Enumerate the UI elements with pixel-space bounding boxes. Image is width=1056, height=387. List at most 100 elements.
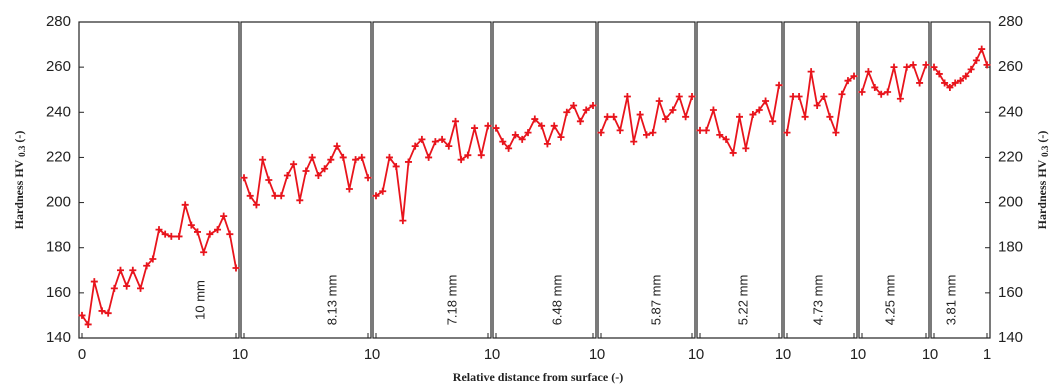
- data-marker: [345, 185, 353, 193]
- data-marker: [957, 77, 964, 85]
- data-marker: [314, 171, 322, 179]
- data-marker: [570, 102, 578, 110]
- data-marker: [438, 135, 446, 143]
- x-tick-label: 0: [240, 346, 248, 363]
- data-marker: [499, 138, 507, 146]
- data-marker: [524, 129, 532, 137]
- data-marker: [688, 92, 696, 100]
- data-marker: [333, 142, 341, 150]
- data-marker: [321, 165, 329, 173]
- x-tick-label: 1: [364, 346, 372, 363]
- x-tick-label: 0: [597, 346, 605, 363]
- data-marker: [110, 284, 118, 292]
- panel-label: 7.18 mm: [444, 275, 459, 326]
- data-marker: [296, 196, 304, 204]
- data-marker: [550, 122, 558, 130]
- data-marker: [832, 129, 840, 137]
- data-marker: [531, 115, 539, 123]
- data-marker: [775, 81, 783, 89]
- data-marker: [175, 232, 183, 240]
- data-marker: [742, 144, 750, 152]
- y2-tick-label: 160: [998, 284, 1023, 301]
- y-tick-label: 140: [46, 329, 71, 346]
- data-marker: [636, 111, 644, 119]
- y-tick-label: 220: [46, 148, 71, 165]
- data-marker: [246, 192, 254, 200]
- data-marker: [518, 135, 526, 143]
- data-marker: [801, 113, 809, 121]
- x-tick-label: 0: [78, 346, 86, 363]
- data-marker: [411, 142, 419, 150]
- y-label-main: Hardness HV: [12, 159, 26, 229]
- data-marker: [675, 92, 683, 100]
- panel-frame: [78, 21, 240, 339]
- data-marker: [302, 167, 310, 175]
- data-marker: [871, 83, 879, 91]
- data-marker: [385, 153, 393, 161]
- data-marker: [643, 131, 650, 139]
- data-line: [495, 103, 594, 151]
- data-marker: [696, 126, 704, 134]
- data-marker: [484, 122, 492, 130]
- x-tick-label: 1: [983, 346, 991, 363]
- data-marker: [372, 192, 380, 200]
- x-tick-label: 1: [775, 346, 783, 363]
- data-marker: [597, 129, 605, 137]
- data-marker: [755, 106, 763, 114]
- data-marker: [181, 201, 189, 209]
- y-label-sub: 0.3: [17, 145, 27, 157]
- data-marker: [445, 142, 453, 150]
- data-marker: [722, 135, 730, 143]
- data-marker: [90, 278, 98, 286]
- data-marker: [78, 311, 86, 319]
- data-marker: [271, 192, 279, 200]
- data-marker: [538, 122, 546, 130]
- x-tick-label: 0: [492, 346, 500, 363]
- data-marker: [220, 212, 228, 220]
- data-marker: [916, 79, 924, 87]
- y-tick-label: 200: [46, 194, 71, 211]
- data-marker: [425, 153, 433, 161]
- y2-tick-label: 140: [998, 329, 1023, 346]
- data-marker: [709, 106, 717, 114]
- data-marker: [655, 97, 663, 105]
- data-marker: [392, 162, 400, 170]
- data-marker: [820, 92, 828, 100]
- x-tick-label: 1: [922, 346, 930, 363]
- data-marker: [492, 124, 500, 132]
- y2-tick-label: 240: [998, 103, 1023, 120]
- data-marker: [452, 117, 460, 125]
- data-marker: [471, 124, 479, 132]
- data-marker: [789, 92, 797, 100]
- data-marker: [951, 79, 959, 87]
- data-marker: [187, 221, 195, 229]
- panel-label: 4.73 mm: [810, 275, 825, 326]
- data-marker: [149, 255, 157, 263]
- data-marker: [576, 117, 584, 125]
- data-marker: [464, 151, 472, 159]
- data-marker: [283, 171, 291, 179]
- data-marker: [277, 192, 285, 200]
- data-marker: [983, 61, 991, 69]
- y2-axis-label: Hardness HV 0.3 (-): [1035, 131, 1052, 230]
- panel-label: 4.25 mm: [882, 275, 897, 326]
- data-marker: [137, 284, 145, 292]
- panel-frame: [783, 21, 858, 339]
- x-tick-label: 0: [372, 346, 380, 363]
- panel-frame: [597, 21, 696, 339]
- data-marker: [649, 129, 657, 137]
- data-marker: [935, 70, 943, 78]
- data-marker: [610, 113, 618, 121]
- data-marker: [543, 140, 551, 148]
- data-marker: [858, 88, 866, 96]
- data-marker: [662, 115, 670, 123]
- data-marker: [117, 266, 124, 274]
- x-tick-label: 1: [232, 346, 240, 363]
- data-marker: [84, 320, 92, 328]
- panel-frame: [858, 21, 930, 339]
- data-marker: [194, 228, 201, 236]
- data-marker: [736, 113, 743, 121]
- y2-tick-label: 220: [998, 148, 1023, 165]
- data-marker: [702, 126, 710, 134]
